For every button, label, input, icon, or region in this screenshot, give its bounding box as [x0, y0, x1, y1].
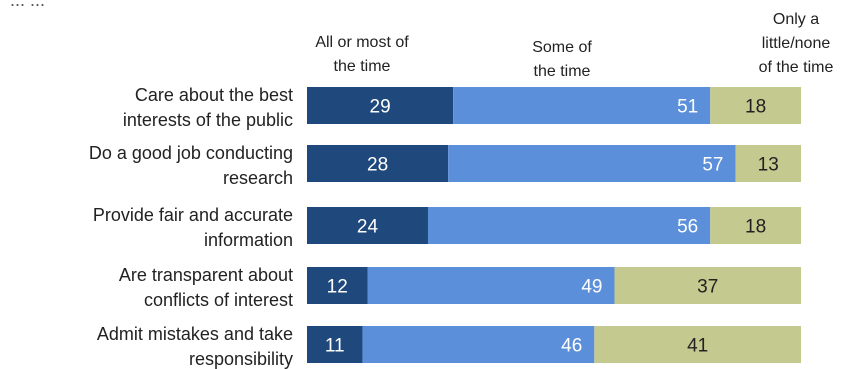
- legend-header-2-line-1: little/none: [762, 35, 831, 52]
- data-label-2-1: 56: [677, 217, 698, 238]
- legend-header-2-line-0: Only a: [773, 11, 819, 28]
- data-label-3-2: 37: [697, 277, 718, 298]
- category-label-0-line-0: Care about the best: [135, 85, 293, 105]
- legend-header-0-line-0: All or most of: [315, 34, 409, 51]
- bar-segment-2-1: [427, 207, 711, 244]
- legend-header-1-line-1: the time: [534, 63, 591, 80]
- bar-segment-0-2: [710, 87, 801, 124]
- bar-segment-2-0: [307, 207, 428, 244]
- category-label-4-line-1: responsibility: [189, 349, 293, 369]
- bar-segment-4-2: [594, 326, 801, 363]
- bar-segment-0-1: [453, 87, 711, 124]
- category-label-3-line-0: Are transparent about: [119, 265, 293, 285]
- category-label-1-line-0: Do a good job conducting: [89, 143, 293, 163]
- data-label-1-0: 28: [367, 155, 388, 176]
- bar-segment-1-2: [735, 145, 801, 182]
- legend-header-0-line-1: the time: [334, 58, 391, 75]
- bar-segment-3-2: [614, 267, 801, 304]
- data-label-4-2: 41: [687, 336, 708, 357]
- category-label-1-line-1: research: [223, 168, 293, 188]
- category-label-2-line-1: information: [204, 230, 293, 250]
- legend-header-2-line-2: of the time: [759, 59, 834, 76]
- data-label-0-2: 18: [745, 97, 766, 118]
- category-label-4-line-0: Admit mistakes and take: [97, 324, 293, 344]
- data-label-1-1: 57: [702, 155, 723, 176]
- data-label-3-1: 49: [581, 277, 602, 298]
- category-label-0-line-1: interests of the public: [123, 110, 293, 130]
- bar-segment-4-0: [307, 326, 363, 363]
- data-label-0-0: 29: [370, 97, 391, 118]
- bar-segment-0-0: [307, 87, 454, 124]
- category-label-2-line-0: Provide fair and accurate: [93, 205, 293, 225]
- data-label-2-2: 18: [745, 217, 766, 238]
- data-label-3-0: 12: [327, 277, 348, 298]
- chart-title-partial: ... ...: [10, 0, 45, 10]
- data-label-4-1: 46: [561, 336, 582, 357]
- data-label-0-1: 51: [677, 97, 698, 118]
- bar-segment-4-1: [362, 326, 595, 363]
- legend-header-1-line-0: Some of: [532, 39, 592, 56]
- data-label-2-0: 24: [357, 217, 379, 238]
- bar-segment-1-0: [307, 145, 449, 182]
- bar-segment-3-1: [367, 267, 615, 304]
- data-label-1-2: 13: [758, 155, 779, 176]
- data-label-4-0: 11: [325, 336, 345, 357]
- bar-segment-3-0: [307, 267, 368, 304]
- category-label-3-line-1: conflicts of interest: [144, 290, 293, 310]
- bar-segment-2-2: [710, 207, 801, 244]
- bar-segment-1-1: [448, 145, 736, 182]
